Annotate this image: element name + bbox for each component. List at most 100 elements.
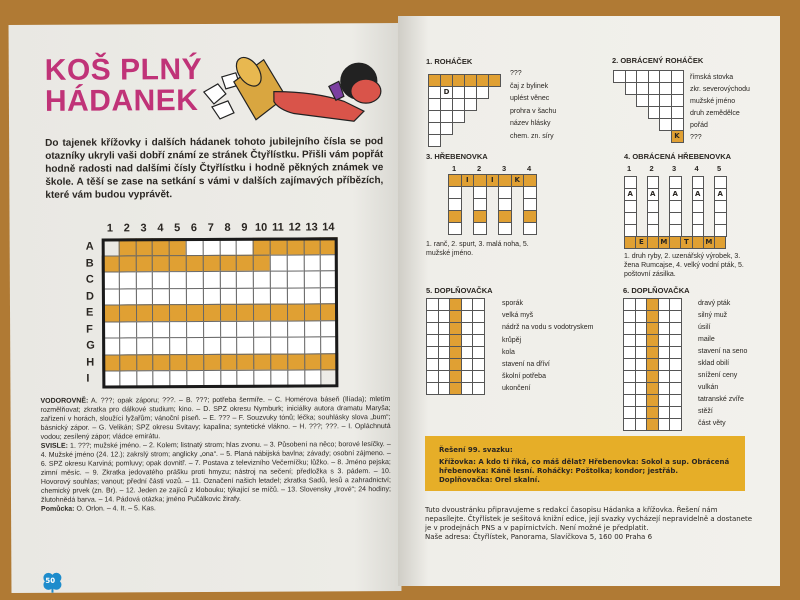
crossword-cell xyxy=(320,303,339,321)
row-letter: C xyxy=(85,273,94,286)
right-page: 1. ROHÁČEK D??? čaj z bylinek uplést věnec p… xyxy=(398,16,780,586)
crossword-cell xyxy=(236,287,255,305)
clue-item: římská stovka xyxy=(690,74,734,81)
crossword-cell xyxy=(270,353,289,371)
crossword-cell xyxy=(253,336,272,355)
crossword-cell xyxy=(202,270,221,289)
cell-letter: A xyxy=(650,190,656,198)
crossword-cell xyxy=(303,253,322,272)
crossword-cell xyxy=(119,370,138,388)
crossword-cell xyxy=(236,254,254,272)
crossword-cell xyxy=(118,238,137,256)
crossword-cell xyxy=(253,320,272,338)
crossword-cell xyxy=(303,336,322,354)
hint: O. Orlon. – 4. It. – 5. Kas. xyxy=(76,505,156,513)
clue-item: druh zemědělce xyxy=(690,110,740,117)
clue-item: název hlásky xyxy=(510,120,551,127)
column-number: 4 xyxy=(694,164,699,173)
page-title: KOŠ PLNÝ HÁDANEK xyxy=(45,53,203,118)
row-letter: F xyxy=(86,323,93,336)
cat-with-basket-illustration xyxy=(202,56,382,122)
crossword-cell xyxy=(118,254,137,273)
puzzle-cell xyxy=(669,418,682,431)
puzzle-cell xyxy=(670,94,684,107)
crossword-cell xyxy=(152,370,171,388)
cell-letter: D xyxy=(443,88,450,96)
clue-item: nádrž na vodu s vodotryskem xyxy=(502,324,594,332)
crossword-cell xyxy=(303,286,322,305)
solution-box: Řešení 99. svazku: Křížovka: A kdo ti ří… xyxy=(425,436,745,491)
crossword-cell xyxy=(286,253,305,272)
column-number: 10 xyxy=(255,221,268,234)
column-number: 3 xyxy=(502,164,507,173)
clue-item: čaj z bylinek xyxy=(510,82,549,90)
crossword-cell xyxy=(287,352,305,371)
crossword-cell xyxy=(286,303,305,322)
crossword-cell xyxy=(152,271,171,289)
column-number: 5 xyxy=(717,164,722,173)
crossword-cell xyxy=(169,337,188,355)
crossword-cell xyxy=(135,320,154,339)
crossword-cell xyxy=(135,304,154,322)
crossword-cell xyxy=(320,319,339,338)
puzzle-title: 5. DOPLŇOVAČKA xyxy=(426,286,493,295)
column-number: 2 xyxy=(649,164,654,173)
crossword-cell xyxy=(202,320,221,339)
crossword-cell xyxy=(303,303,322,321)
puzzle-cell xyxy=(452,110,465,123)
cell-letter: M xyxy=(705,238,713,246)
clue-item: pořád xyxy=(690,122,708,129)
crossword-cell xyxy=(169,287,187,306)
down-clues: 1. ???; mužské jméno. – 2. Kolem; listna… xyxy=(40,441,391,504)
puzzle-cell xyxy=(448,222,462,235)
clover-page-number: 50 xyxy=(41,571,63,593)
clue-item: tatranské zvíře xyxy=(698,396,744,403)
crossword-cell xyxy=(252,254,271,272)
column-number: 12 xyxy=(288,221,301,234)
crossword-cell xyxy=(303,319,322,338)
crossword-cell xyxy=(185,304,204,322)
crossword-cell xyxy=(169,370,188,388)
crossword-cell xyxy=(286,270,305,289)
puzzle-cell xyxy=(714,236,727,249)
clue-item: uplést věnec xyxy=(510,95,550,102)
crossword-cell xyxy=(303,352,322,371)
crossword-cell xyxy=(152,287,171,306)
puzzle-cell xyxy=(464,98,477,111)
crossword-cell xyxy=(202,254,221,273)
crossword-cell xyxy=(219,336,238,355)
puzzles: 1. ROHÁČEK D??? čaj z bylinek uplést věnec p… xyxy=(398,16,780,436)
clue-item: prohra v šachu xyxy=(510,107,557,115)
column-number: 6 xyxy=(190,222,198,235)
row-letter: H xyxy=(86,356,95,369)
column-number: 3 xyxy=(672,164,677,173)
crossword-cell xyxy=(320,352,339,371)
row-letter: A xyxy=(85,240,94,253)
row-letter: D xyxy=(85,290,94,303)
crossword-cell xyxy=(135,271,154,289)
clue-item: zkr. severovýchodu xyxy=(690,86,750,93)
clue-item: stavení na seno xyxy=(698,348,748,355)
column-number: 1 xyxy=(106,222,114,235)
crossword-cell xyxy=(219,303,238,322)
crossword-cell xyxy=(269,303,288,322)
crossword-cell xyxy=(203,369,222,388)
crossword-cell xyxy=(185,287,204,306)
crossword-cell xyxy=(253,353,272,371)
crossword-cell xyxy=(286,237,305,256)
crossword-cell xyxy=(186,353,205,372)
crossword-cell xyxy=(169,304,188,322)
left-page: KOŠ PLNÝ HÁDANEK Do tajenek křížovky i d… xyxy=(8,22,402,594)
clue-item: ukončení xyxy=(502,385,531,393)
crossword-cell xyxy=(101,304,120,323)
crossword-cell xyxy=(253,303,272,322)
puzzle-cell: K xyxy=(670,130,684,143)
crossword-cell xyxy=(135,254,154,273)
puzzle-cell: K xyxy=(510,174,524,187)
puzzle-title: 4. OBRÁCENÁ HŘEBENOVKA xyxy=(624,152,732,161)
crossword-cell xyxy=(219,270,238,289)
crossword-cell xyxy=(270,320,288,338)
crossword-cell xyxy=(152,238,170,256)
row-letter: G xyxy=(86,339,95,352)
crossword-cell xyxy=(168,238,187,256)
